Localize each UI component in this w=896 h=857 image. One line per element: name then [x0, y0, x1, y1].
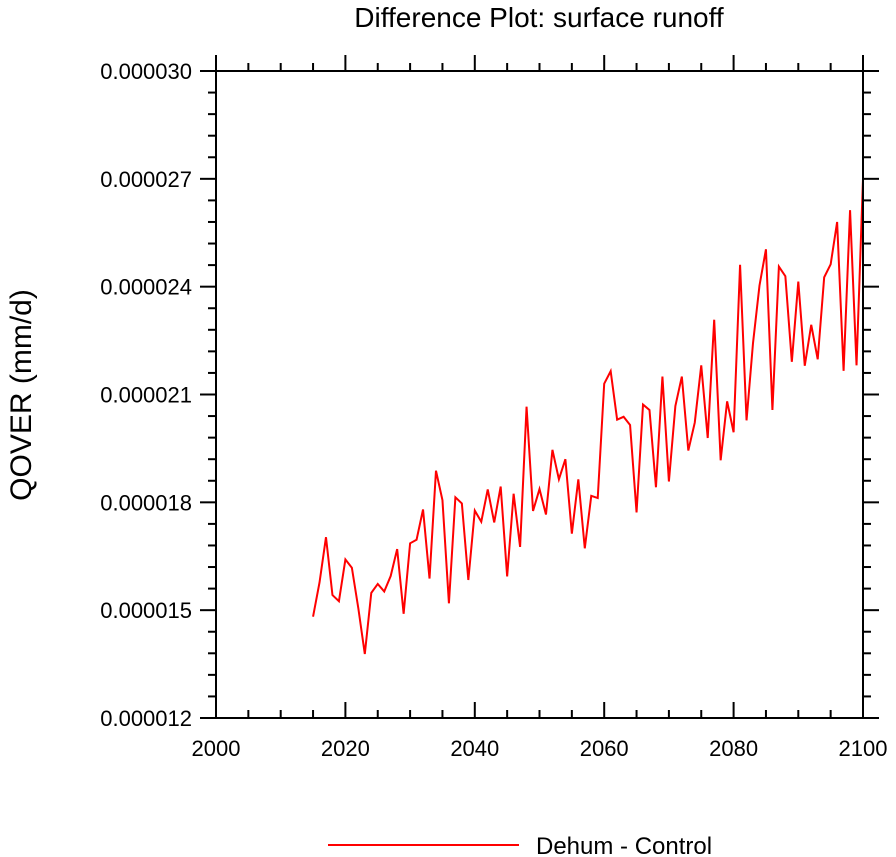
major-ticks [200, 55, 879, 719]
series-line-dehum-control [312, 178, 864, 655]
y-axis-label: QOVER (mm/d) [5, 289, 38, 501]
x-tick-label: 2060 [580, 736, 629, 761]
y-tick-label: 0.000018 [100, 490, 192, 515]
y-tick-label: 0.000027 [100, 167, 192, 192]
minor-ticks [208, 63, 871, 718]
x-tick-label: 2080 [709, 736, 758, 761]
chart-title: Difference Plot: surface runoff [354, 2, 724, 33]
y-tick-label: 0.000024 [100, 275, 192, 300]
x-tick-label: 2020 [321, 736, 370, 761]
x-tick-label: 2000 [192, 736, 241, 761]
y-tick-label: 0.000030 [100, 59, 192, 84]
x-tick-labels: 2000 2020 2040 2060 2080 2100 [192, 736, 888, 761]
x-tick-label: 2040 [450, 736, 499, 761]
legend: Dehum - Control [328, 833, 712, 857]
y-tick-label: 0.000012 [100, 706, 192, 731]
plot-frame [215, 70, 864, 719]
y-tick-label: 0.000021 [100, 383, 192, 408]
y-tick-label: 0.000015 [100, 598, 192, 623]
y-tick-labels: 0.000012 0.000015 0.000018 0.000021 0.000024… [100, 59, 192, 731]
x-tick-label: 2100 [839, 736, 888, 761]
legend-label: Dehum - Control [536, 833, 712, 857]
